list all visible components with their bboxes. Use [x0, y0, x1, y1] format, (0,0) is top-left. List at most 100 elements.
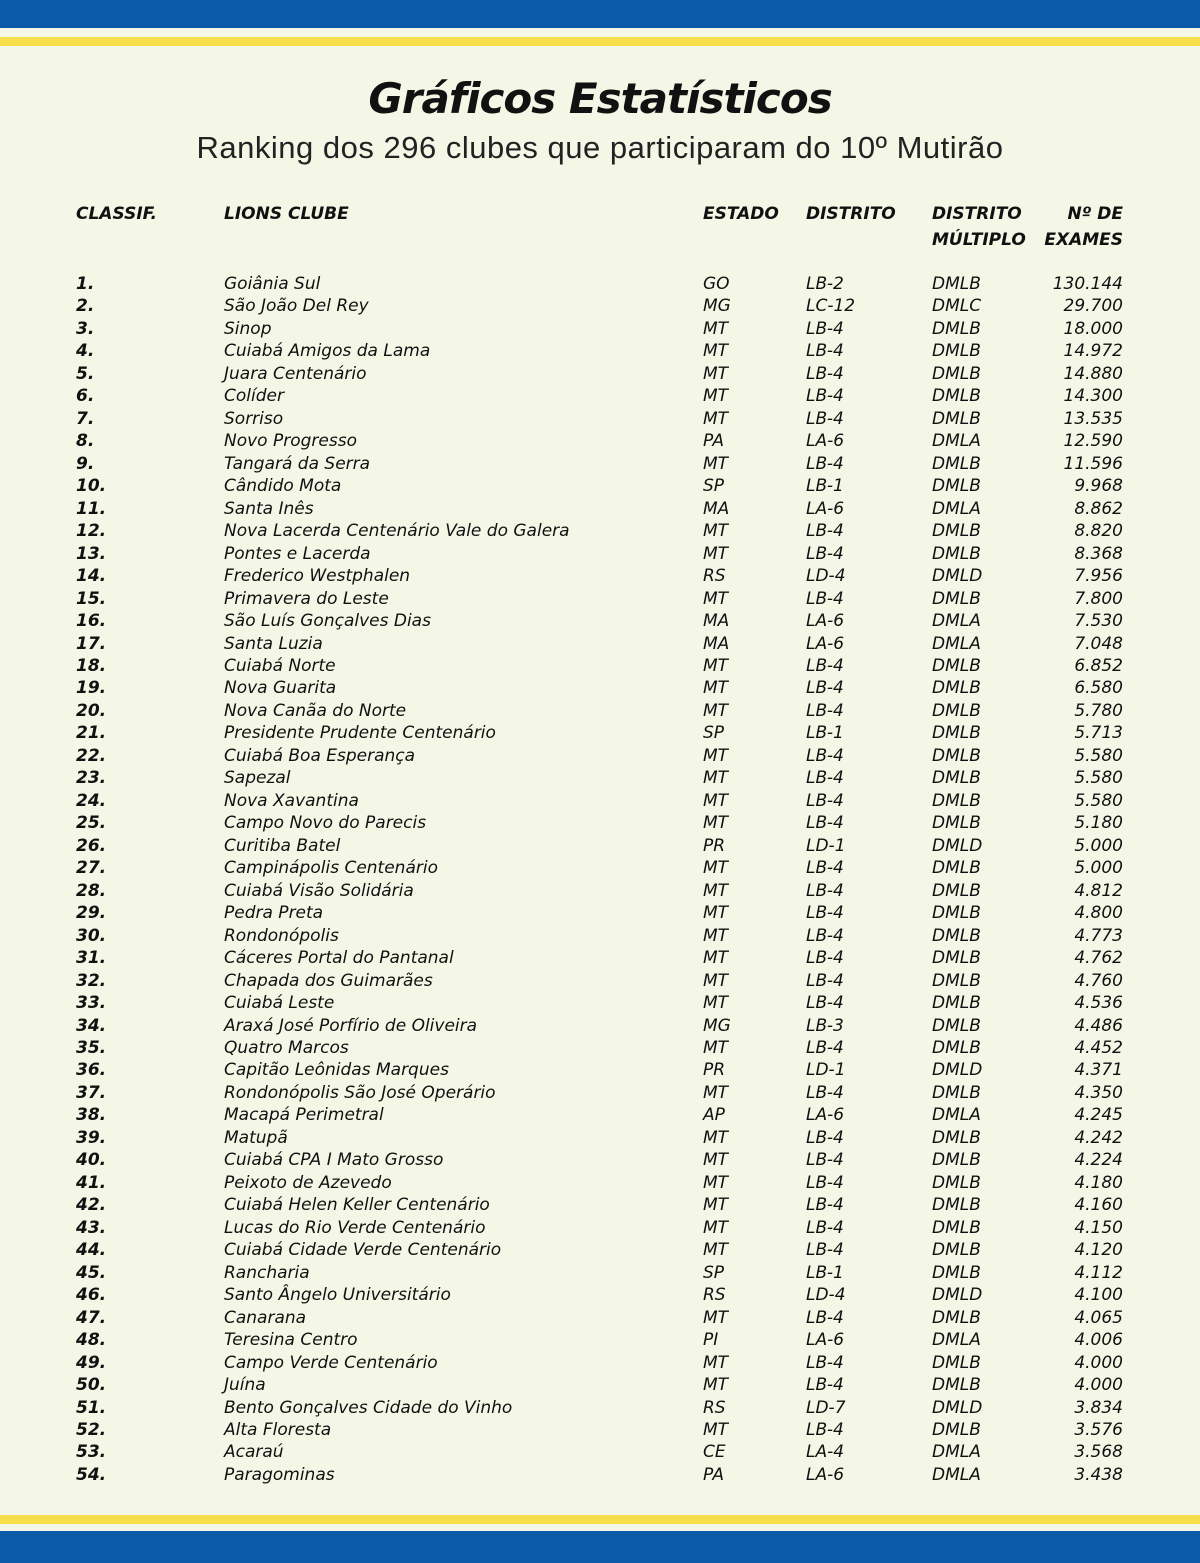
table-cell: Nova Guarita	[224, 678, 337, 699]
table-cell: Cuiabá Amigos da Lama	[224, 341, 431, 362]
table-cell: Juara Centenário	[224, 363, 367, 384]
table-cell: SP	[703, 476, 725, 497]
table-cell: DMLD	[932, 1397, 983, 1418]
table-cell: 52.	[76, 1419, 107, 1440]
table-cell: 51.	[76, 1397, 107, 1418]
table-cell: DMLD	[932, 1060, 983, 1081]
table-cell: MT	[703, 1195, 729, 1216]
table-cell: 4.773	[1074, 925, 1123, 946]
table-cell: 31.	[76, 948, 107, 969]
table-cell: MT	[703, 1240, 729, 1261]
table-cell: PR	[703, 1060, 726, 1081]
table-cell: MT	[703, 880, 729, 901]
table-cell: Lucas do Rio Verde Centenário	[224, 1217, 486, 1238]
table-cell: LB-4	[806, 341, 844, 362]
table-cell: LB-4	[806, 1082, 844, 1103]
table-cell: DMLB	[932, 274, 981, 294]
table-cell: DMLB	[932, 1127, 981, 1148]
table-cell: MT	[703, 858, 729, 879]
table-cell: 8.	[76, 431, 95, 452]
table-cell: LB-4	[806, 1150, 844, 1171]
table-cell: 54.	[76, 1464, 107, 1485]
table-cell: 19.	[76, 678, 107, 699]
table-cell: 25.	[76, 813, 107, 834]
table-cell: MT	[703, 1307, 729, 1328]
table-cell: 4.800	[1074, 903, 1123, 924]
table-cell: DMLD	[932, 1285, 983, 1306]
table-cell: LA-6	[806, 611, 845, 632]
table-cell: 4.120	[1074, 1240, 1123, 1261]
table-cell: PA	[703, 431, 725, 452]
table-cell: 11.	[76, 498, 107, 519]
table-cell: DMLA	[932, 611, 981, 632]
table-cell: DMLB	[932, 700, 981, 721]
table-cell: Campo Novo do Parecis	[224, 813, 427, 834]
table-cell: Cuiabá Helen Keller Centenário	[224, 1195, 490, 1216]
table-cell: 4.112	[1074, 1262, 1123, 1283]
table-cell: Bento Gonçalves Cidade do Vinho	[224, 1397, 513, 1418]
table-cell: DMLB	[932, 655, 981, 676]
table-cell: LA-6	[806, 1330, 845, 1351]
table-cell: DMLB	[932, 745, 981, 766]
table-cell: MT	[703, 700, 729, 721]
table-cell: MT	[703, 790, 729, 811]
table-cell: DMLB	[932, 1037, 981, 1058]
table-cell: 4.	[76, 341, 95, 362]
table-cell: MT	[703, 925, 729, 946]
table-cell: 4.452	[1074, 1037, 1123, 1058]
table-cell: MT	[703, 318, 729, 339]
table-cell: 5.580	[1074, 745, 1123, 766]
table-cell: 4.242	[1074, 1127, 1123, 1148]
table-cell: PA	[703, 1464, 725, 1485]
table-cell: MT	[703, 745, 729, 766]
table-cell: LD-1	[806, 835, 846, 856]
table-cell: 17.	[76, 633, 107, 654]
table-cell: LB-4	[806, 1217, 844, 1238]
table-cell: 33.	[76, 993, 107, 1014]
table-cell: RS	[703, 1397, 726, 1418]
table-cell: 4.350	[1074, 1082, 1123, 1103]
table-cell: LB-4	[806, 925, 844, 946]
table-cell: 49.	[76, 1352, 107, 1373]
table-cell: DMLB	[932, 1307, 981, 1328]
table-cell: Macapá Perimetral	[224, 1105, 384, 1126]
table-cell: 35.	[76, 1037, 107, 1058]
table-cell: LB-4	[806, 700, 844, 721]
table-cell: LB-4	[806, 993, 844, 1014]
table-cell: LB-1	[806, 476, 844, 497]
table-cell: MT	[703, 813, 729, 834]
table-cell: LB-4	[806, 813, 844, 834]
table-cell: LB-4	[806, 745, 844, 766]
table-cell: LB-4	[806, 903, 844, 924]
table-cell: 11.596	[1063, 453, 1123, 474]
table-cell: Colíder	[224, 386, 284, 407]
table-cell: Santa Luzia	[224, 633, 323, 654]
table-cell: LB-4	[806, 678, 844, 699]
table-cell: 7.048	[1074, 633, 1123, 654]
table-cell: 8.862	[1074, 498, 1123, 519]
table-cell: DMLB	[932, 341, 981, 362]
table-cell: Novo Progresso	[224, 431, 357, 452]
table-cell: 4.000	[1074, 1375, 1123, 1396]
table-cell: Teresina Centro	[224, 1330, 358, 1351]
table-cell: 4.371	[1074, 1060, 1123, 1081]
table-cell: 39.	[76, 1127, 107, 1148]
table-cell: 20.	[76, 700, 107, 721]
table-cell: DMLB	[932, 1419, 981, 1440]
table-cell: MG	[703, 1015, 731, 1036]
table-cell: São João Del Rey	[224, 296, 369, 317]
table-cell: 4.065	[1074, 1307, 1123, 1328]
table-cell: 4.160	[1074, 1195, 1123, 1216]
table-cell: LB-4	[806, 386, 844, 407]
table-cell: LB-4	[806, 880, 844, 901]
table-cell: 5.000	[1074, 858, 1123, 879]
table-cell: DMLB	[932, 858, 981, 879]
table-cell: 40.	[76, 1150, 107, 1171]
table-cell: LB-4	[806, 453, 844, 474]
table-cell: 27.	[76, 858, 107, 879]
table-cell: Capitão Leônidas Marques	[224, 1060, 449, 1081]
table-cell: DMLB	[932, 1172, 981, 1193]
table-cell: 18.000	[1063, 318, 1123, 339]
